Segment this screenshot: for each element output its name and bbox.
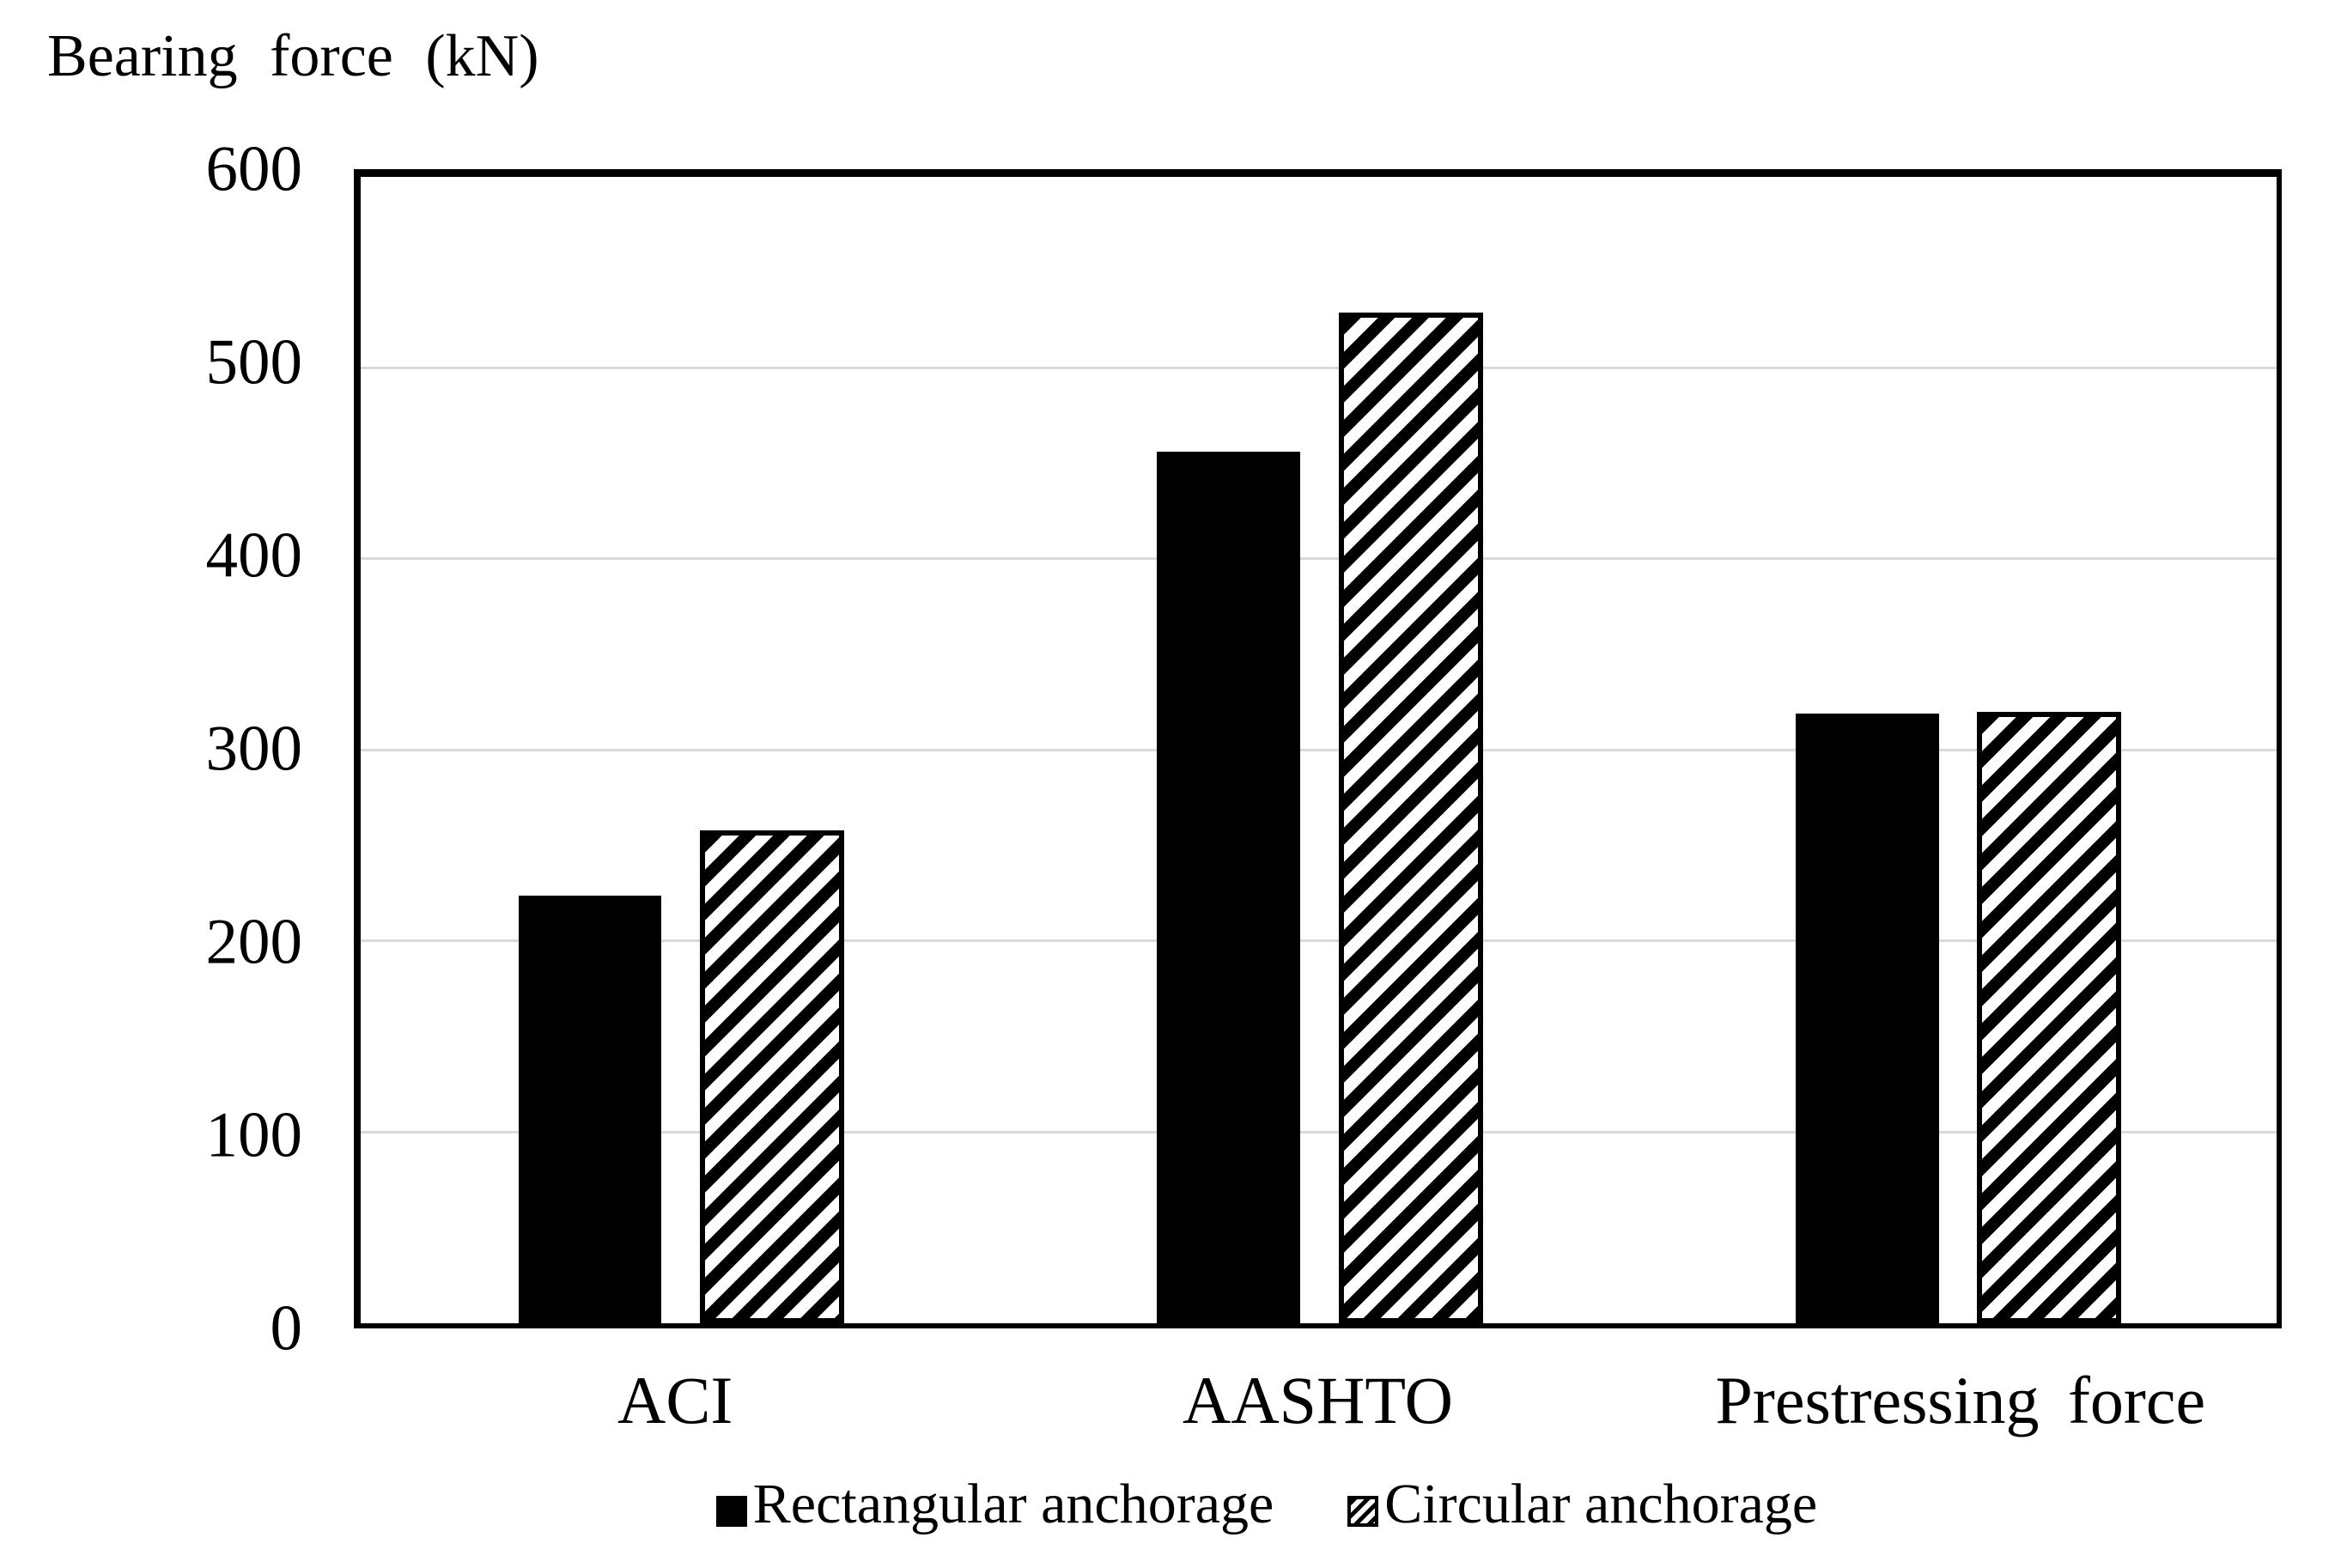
gridline-200 [361, 939, 2277, 942]
y-tick-label-100: 100 [205, 1099, 303, 1171]
legend-label: Rectangular anchorage [752, 1473, 1274, 1535]
bar-circular-anchorage [1338, 312, 1483, 1323]
y-tick-label-0: 0 [270, 1292, 303, 1364]
bar-circular-anchorage [1977, 712, 2122, 1323]
y-tick-label-200: 200 [205, 906, 303, 978]
category-label-aashto: AASHTO [1183, 1363, 1453, 1437]
y-axis: 0 100 200 300 400 500 600 [0, 137, 303, 1361]
category-label-aci: ACI [617, 1363, 733, 1437]
y-tick-label-400: 400 [205, 520, 303, 592]
gridline-100 [361, 1130, 2277, 1133]
chart-title: Bearing force (kN) [47, 23, 539, 89]
y-tick-label-600: 600 [205, 133, 303, 205]
gridline-500 [361, 366, 2277, 369]
x-axis: ACI AASHTO Prestressing force [354, 1362, 2282, 1456]
bar-circular-anchorage [699, 830, 844, 1323]
bar-group-prestressing-force [1638, 177, 2277, 1323]
bar-group-aashto [1000, 177, 1639, 1323]
bar-group-aci [361, 177, 1000, 1323]
legend-item-circular-anchorage: Circular anchorage [1347, 1476, 1817, 1533]
plot-area [354, 169, 2282, 1328]
legend: Rectangular anchorage Circular anchorage [96, 1476, 2341, 1533]
gridline-300 [361, 748, 2277, 751]
legend-label: Circular anchorage [1384, 1473, 1818, 1535]
y-tick-label-500: 500 [205, 326, 303, 398]
legend-marker-circular-icon [1347, 1496, 1379, 1527]
gridline-400 [361, 557, 2277, 560]
category-label-prestressing-force: Prestressing force [1715, 1363, 2206, 1437]
bar-rectangular-anchorage [1157, 452, 1300, 1323]
bar-rectangular-anchorage [518, 895, 662, 1323]
legend-marker-rectangular-icon [715, 1496, 747, 1527]
y-tick-label-300: 300 [205, 713, 303, 785]
bar-rectangular-anchorage [1796, 714, 1939, 1323]
legend-item-rectangular-anchorage: Rectangular anchorage [715, 1473, 1274, 1535]
